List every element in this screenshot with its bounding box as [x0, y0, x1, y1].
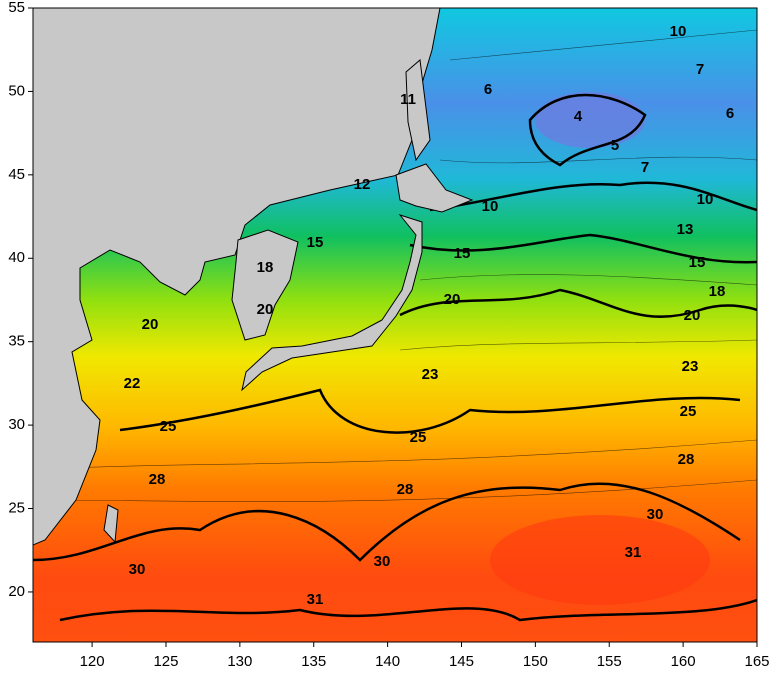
x-tick-label: 145 [449, 653, 474, 670]
contour-label: 22 [124, 375, 141, 392]
x-tick-label: 150 [523, 653, 548, 670]
contour-label: 7 [641, 159, 649, 176]
contour-label: 28 [397, 481, 414, 498]
contour-label: 6 [726, 105, 734, 122]
plot-area [33, 8, 757, 642]
x-tick-label: 165 [744, 653, 769, 670]
contour-label: 20 [257, 301, 274, 318]
x-tick-label: 120 [80, 653, 105, 670]
y-tick-label: 55 [8, 0, 25, 16]
contour-label: 30 [647, 506, 664, 523]
x-tick-label: 160 [671, 653, 696, 670]
contour-label: 23 [422, 366, 439, 383]
contour-label: 15 [454, 245, 471, 262]
contour-label: 31 [625, 544, 642, 561]
frame [32, 7, 758, 643]
contour-label: 11 [400, 91, 416, 108]
contour-label: 6 [484, 81, 492, 98]
x-tick-label: 155 [597, 653, 622, 670]
contour-label: 20 [684, 307, 701, 324]
y-tick-label: 30 [8, 416, 25, 433]
contour-label: 25 [160, 418, 177, 435]
contour-label: 10 [697, 191, 714, 208]
contour-label: 18 [709, 283, 726, 300]
x-tick-label: 125 [153, 653, 178, 670]
x-tick-label: 135 [301, 653, 326, 670]
contour-label: 28 [678, 451, 695, 468]
contour-label: 13 [677, 221, 694, 238]
contour-label: 18 [257, 259, 274, 276]
x-tick-label: 130 [227, 653, 252, 670]
contour-label: 10 [482, 198, 499, 215]
y-tick-label: 50 [8, 82, 25, 99]
warm-pool [490, 515, 710, 605]
land [33, 8, 474, 546]
contour-label: 23 [682, 358, 699, 375]
y-tick-label: 20 [8, 583, 25, 600]
contour-label: 20 [444, 291, 461, 308]
contour-label: 31 [307, 591, 324, 608]
cold-core [535, 92, 645, 148]
contour-label: 4 [574, 108, 583, 125]
contour-label: 25 [410, 429, 427, 446]
y-tick-label: 35 [8, 333, 25, 350]
y-tick-label: 45 [8, 166, 25, 183]
contour-label: 12 [354, 176, 371, 193]
isotherms [33, 29, 757, 622]
y-tick-label: 40 [8, 249, 25, 266]
contour-label: 20 [142, 316, 159, 333]
contour-label: 28 [149, 471, 166, 488]
contour-label: 7 [696, 61, 704, 78]
x-tick-label: 140 [375, 653, 400, 670]
contour-label: 30 [374, 553, 391, 570]
contour-label: 15 [307, 234, 324, 251]
contour-label: 25 [680, 403, 697, 420]
contour-label: 5 [611, 137, 619, 154]
contour-label: 10 [670, 23, 687, 40]
contour-label: 15 [689, 254, 706, 271]
contour-label: 30 [129, 561, 146, 578]
y-tick-label: 25 [8, 499, 25, 516]
